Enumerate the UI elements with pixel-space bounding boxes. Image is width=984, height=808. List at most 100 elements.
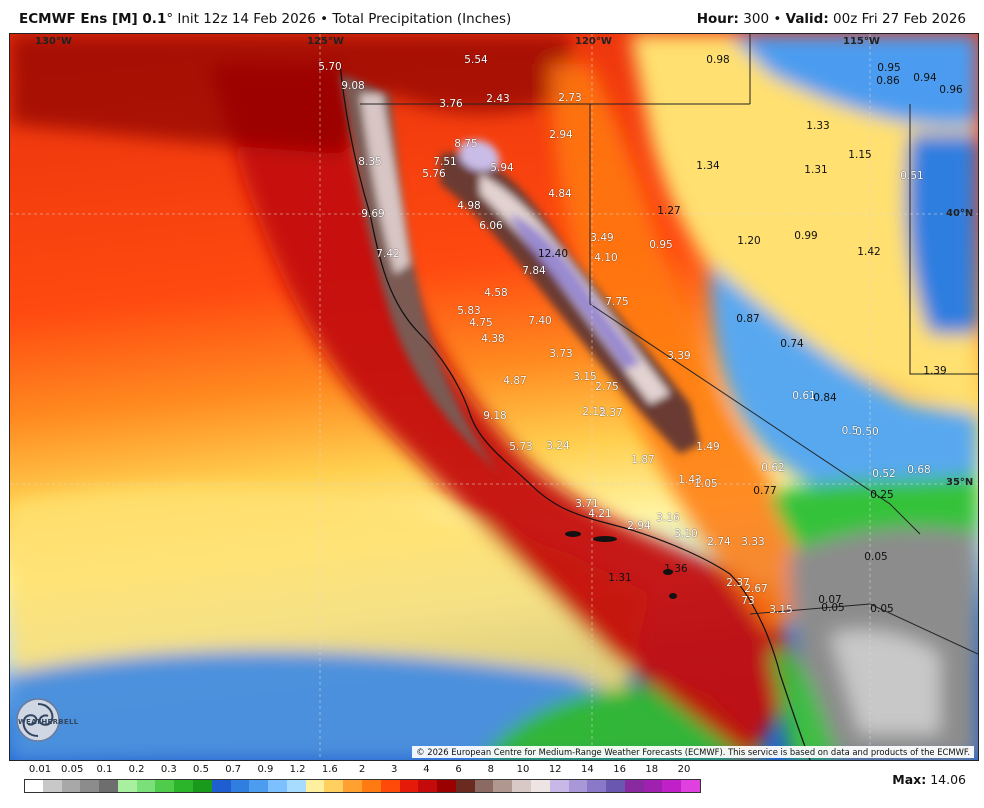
precip-value-label: 0.77 xyxy=(753,485,777,497)
product-name: Total Precipitation (Inches) xyxy=(332,11,512,27)
precip-value-label: 0.61 xyxy=(792,390,816,402)
coord-lon130: 130°W xyxy=(35,36,72,47)
precip-value-label: 0.96 xyxy=(939,84,963,96)
scale-swatch xyxy=(455,779,476,793)
precip-value-label: 1.49 xyxy=(696,441,720,453)
precip-value-label: 2.73 xyxy=(558,92,582,104)
precip-value-label: 0.51 xyxy=(900,170,924,182)
hour-label: Hour: xyxy=(696,11,739,27)
precip-value-label: 2.75 xyxy=(595,381,619,393)
precip-value-label: 3.49 xyxy=(590,232,614,244)
scale-tick-label: 3 xyxy=(391,764,398,775)
scale-swatch xyxy=(324,779,344,793)
graticule xyxy=(10,34,978,760)
precip-value-label: 0.99 xyxy=(794,230,818,242)
scale-swatch xyxy=(155,779,175,793)
scale-swatch xyxy=(624,779,645,793)
init-time: Init 12z 14 Feb 2026 xyxy=(177,11,316,27)
precip-value-label: 9.69 xyxy=(361,208,385,220)
scale-swatch xyxy=(61,779,81,793)
scale-tick-label: 1.2 xyxy=(289,764,306,775)
precip-value-label: 0.25 xyxy=(870,489,894,501)
north-blue-patch xyxy=(730,34,978,126)
scale-swatch xyxy=(136,779,156,793)
islands xyxy=(565,531,677,599)
scale-swatch xyxy=(211,779,232,793)
scale-tick-label: 0.5 xyxy=(193,764,209,775)
precip-value-label: 1.31 xyxy=(804,164,828,176)
coastal-red-band xyxy=(210,64,800,760)
scale-swatch xyxy=(343,779,363,793)
scale-swatch xyxy=(193,779,213,793)
scale-tick-label: 2 xyxy=(358,764,366,775)
sierra-peak xyxy=(510,214,640,369)
scale-swatch xyxy=(437,779,457,793)
precip-value-label: 73 xyxy=(741,595,755,607)
scale-tick-label: 0.3 xyxy=(160,764,177,775)
precip-value-label: 7.51 xyxy=(433,156,457,168)
weatherbell-logo-text: WEATHERBELL xyxy=(18,718,79,726)
precip-value-label: 2.74 xyxy=(707,536,731,548)
baja-green xyxy=(770,648,840,760)
scale-swatch xyxy=(99,779,119,793)
scale-swatch xyxy=(606,779,626,793)
precip-value-label: 9.08 xyxy=(341,80,365,92)
precip-value-label: 3.15 xyxy=(573,371,597,383)
scale-swatch xyxy=(418,779,438,793)
precip-value-label: 3.10 xyxy=(674,528,698,540)
scale-swatch xyxy=(531,779,551,793)
valid-label: Valid: xyxy=(785,11,829,27)
scale-swatch xyxy=(493,779,513,793)
scale-swatch xyxy=(474,779,494,793)
scale-tick-label: 1.6 xyxy=(321,764,338,775)
precip-value-label: 2.37 xyxy=(599,407,623,419)
separator: • xyxy=(320,11,329,27)
precip-value-label: 0.86 xyxy=(876,75,900,87)
precip-value-label: 0.07 xyxy=(818,594,842,606)
color-scale-legend: 0.01 0.05 0.1 0.2 0.3 0.5 0.7 0.9 1.2 1.6 2 3 4 6 8 10 1… xyxy=(24,764,704,794)
valid-time: Hour: 300 • Valid: 00z Fri 27 Feb 2026 xyxy=(697,11,966,27)
precip-value-label: 0.95 xyxy=(649,239,673,251)
precip-value-label: 0.84 xyxy=(813,392,837,404)
precip-value-label: 4.98 xyxy=(457,200,481,212)
scale-tick-label: 18 xyxy=(645,764,659,775)
scale-swatch xyxy=(662,779,682,793)
precip-value-label: 4.38 xyxy=(481,333,505,345)
precip-value-label: 0.62 xyxy=(761,462,785,474)
precip-value-label: 0.94 xyxy=(913,72,937,84)
precip-value-label: 0.5 xyxy=(841,425,859,437)
max-label-text: Max: xyxy=(892,772,927,787)
scale-swatch xyxy=(117,779,138,793)
precip-value-label: 3.24 xyxy=(546,440,570,452)
precip-value-label: 5.70 xyxy=(318,61,342,73)
scale-swatch xyxy=(305,779,325,793)
precip-value-label: 1.43 xyxy=(678,474,702,486)
precipitation-map[interactable]: 130°W 125°W 120°W 115°W 40°N 35°N 5.70 9.… xyxy=(9,33,979,761)
scale-swatch xyxy=(24,779,45,793)
scale-swatch xyxy=(549,779,570,793)
precip-value-label: 7.42 xyxy=(376,248,400,260)
map-title: ECMWF Ens [M] 0.1° Init 12z 14 Feb 2026 … xyxy=(19,11,511,27)
precip-value-label: 5.83 xyxy=(457,305,481,317)
precip-value-label: 2.13 xyxy=(582,406,606,418)
baja-light-gray xyxy=(830,630,940,734)
precip-value-label: 1.27 xyxy=(657,205,681,217)
map-canvas xyxy=(10,34,978,760)
weatherbell-logo-icon xyxy=(16,698,60,742)
scale-tick-label: 4 xyxy=(423,764,430,775)
coastal-range-light xyxy=(360,94,410,274)
scale-tick-label: 10 xyxy=(516,764,530,775)
precip-value-label: 9.18 xyxy=(483,410,507,422)
scale-swatch xyxy=(174,779,194,793)
precip-value-label: 0.87 xyxy=(736,313,760,325)
model-name: ECMWF Ens [M] 0.1 xyxy=(19,11,167,27)
precip-value-label: 1.33 xyxy=(806,120,830,132)
precip-value-label: 1.20 xyxy=(737,235,761,247)
scale-tick-label: 0.1 xyxy=(96,764,113,775)
precip-value-label: 4.58 xyxy=(484,287,508,299)
scale-swatch xyxy=(643,779,663,793)
precip-value-label: 4.75 xyxy=(469,317,493,329)
precip-value-label: 1.15 xyxy=(848,149,872,161)
valid-value: 00z Fri 27 Feb 2026 xyxy=(833,11,966,27)
precip-value-label: 12.40 xyxy=(537,248,569,260)
